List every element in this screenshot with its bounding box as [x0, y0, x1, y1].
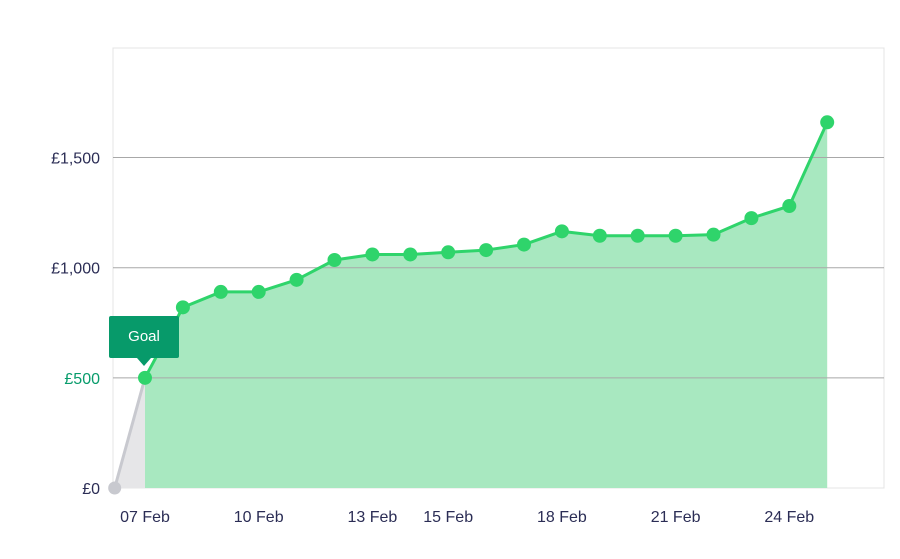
data-point[interactable]: [289, 272, 304, 287]
data-point[interactable]: [213, 284, 228, 299]
goal-badge: [109, 316, 179, 358]
data-point[interactable]: [668, 228, 683, 243]
pre-goal-line: [113, 377, 147, 489]
data-point[interactable]: [744, 211, 759, 226]
data-point[interactable]: [479, 243, 494, 258]
data-point[interactable]: [517, 237, 531, 252]
goal-badge-pointer: [137, 358, 151, 366]
data-point[interactable]: [630, 228, 645, 243]
data-point[interactable]: [441, 245, 456, 260]
series-area: [145, 122, 828, 488]
data-point[interactable]: [782, 199, 797, 214]
y-tick-label: £500: [64, 371, 100, 388]
x-tick-label: 13 Feb: [347, 509, 397, 526]
x-tick-label: 21 Feb: [651, 509, 701, 526]
data-point[interactable]: [706, 227, 721, 242]
goal-label: Goal: [128, 328, 160, 345]
data-point[interactable]: [554, 224, 569, 239]
data-point[interactable]: [251, 284, 266, 299]
data-point[interactable]: [175, 300, 190, 315]
data-point[interactable]: [403, 247, 418, 262]
data-point[interactable]: [365, 247, 380, 262]
x-tick-label: 24 Feb: [764, 509, 814, 526]
y-tick-label: £1,000: [51, 261, 100, 278]
y-tick-label: £0: [82, 481, 100, 498]
data-point[interactable]: [327, 252, 342, 267]
data-point[interactable]: [592, 228, 607, 243]
x-tick-label: 15 Feb: [423, 509, 473, 526]
y-tick-label: £1,500: [51, 151, 100, 168]
x-tick-label: 10 Feb: [234, 509, 284, 526]
data-point[interactable]: [820, 115, 835, 130]
start-point: [108, 481, 122, 495]
x-tick-label: 18 Feb: [537, 509, 587, 526]
data-point[interactable]: [138, 370, 152, 385]
x-tick-label: 07 Feb: [120, 509, 170, 526]
